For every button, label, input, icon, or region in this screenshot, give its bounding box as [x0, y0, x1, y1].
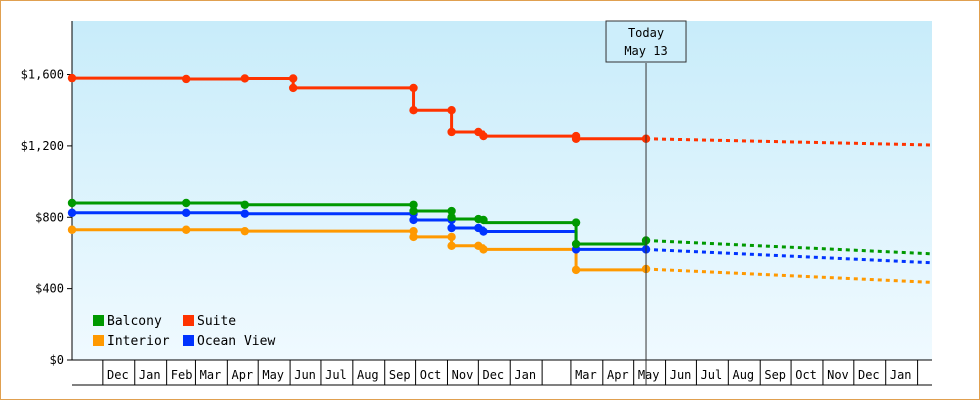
x-tick-label: Nov	[452, 368, 474, 382]
data-point-suite[interactable]	[240, 74, 250, 83]
data-point-ocean-view[interactable]	[67, 208, 77, 218]
data-point-balcony[interactable]	[479, 215, 488, 225]
data-point-interior[interactable]	[181, 225, 191, 234]
x-tick-label: Jan	[514, 368, 536, 382]
legend-label-balcony: Balcony	[107, 314, 162, 329]
data-point-suite[interactable]	[409, 106, 418, 115]
x-tick-label: Jan	[890, 368, 912, 382]
data-point-balcony[interactable]	[447, 213, 456, 222]
y-tick-label: $800	[35, 210, 64, 224]
x-tick-label: Dec	[858, 368, 880, 382]
x-tick-label: Sep	[389, 368, 411, 382]
x-tick-label: Mar	[200, 368, 222, 382]
legend: Balcony Suite Interior Ocean View	[93, 314, 275, 349]
data-point-suite[interactable]	[181, 74, 191, 84]
data-point-balcony[interactable]	[181, 198, 191, 208]
legend-label-suite: Suite	[197, 314, 236, 329]
legend-swatch-suite	[183, 315, 194, 326]
data-point-balcony[interactable]	[447, 206, 456, 216]
today-date: May 13	[624, 44, 667, 58]
x-tick-label: May	[262, 368, 284, 382]
data-point-ocean-view[interactable]	[409, 215, 418, 225]
legend-swatch-balcony	[93, 315, 104, 326]
series-layer	[67, 73, 933, 284]
x-axis: Dec Jan Feb Mar Apr May Jun Jul Aug Sep Oct Nov Dec J…	[72, 359, 932, 386]
series-interior	[67, 225, 933, 284]
data-point-interior[interactable]	[479, 245, 488, 254]
y-tick-label: $0	[50, 353, 64, 367]
today-label: Today	[628, 26, 664, 40]
legend-swatch-ocean-view	[183, 335, 194, 346]
x-tick-label: Aug	[357, 368, 379, 382]
today-marker: Today May 13	[605, 20, 687, 385]
data-point-ocean-view[interactable]	[240, 209, 250, 218]
x-tick-label: Oct	[420, 368, 442, 382]
x-tick-label: Mar	[575, 368, 597, 382]
data-point-suite[interactable]	[67, 73, 77, 83]
data-point-suite[interactable]	[288, 83, 298, 93]
data-point-interior[interactable]	[447, 241, 456, 251]
data-point-interior[interactable]	[571, 265, 581, 275]
series-suite	[67, 73, 933, 147]
x-tick-label: Apr	[607, 368, 629, 382]
data-point-ocean-view[interactable]	[181, 208, 191, 218]
y-tick-label: $1,600	[21, 68, 64, 82]
data-point-suite[interactable]	[479, 131, 488, 141]
series-balcony	[67, 198, 933, 256]
x-tick-label: Nov	[827, 368, 849, 382]
plot-area	[72, 21, 932, 360]
x-tick-label: Jul	[325, 368, 347, 382]
data-point-suite[interactable]	[409, 83, 418, 93]
y-tick-label: $1,200	[21, 139, 64, 153]
data-point-balcony[interactable]	[67, 198, 77, 208]
data-point-suite[interactable]	[288, 74, 298, 83]
x-tick-label: Feb	[171, 368, 193, 382]
y-axis: $0 $400 $800 $1,200 $1,600	[21, 21, 73, 367]
data-point-ocean-view[interactable]	[479, 227, 488, 236]
x-tick-label: Jan	[139, 368, 161, 382]
x-tick-label: Apr	[231, 368, 253, 382]
data-point-balcony[interactable]	[409, 206, 418, 216]
x-tick-label: Sep	[764, 368, 786, 382]
x-tick-label: Jul	[701, 368, 723, 382]
data-point-balcony[interactable]	[571, 218, 581, 227]
data-point-balcony[interactable]	[571, 239, 581, 249]
data-point-suite[interactable]	[447, 127, 456, 137]
legend-label-ocean-view: Ocean View	[197, 334, 275, 349]
data-point-suite[interactable]	[571, 134, 581, 143]
data-point-balcony[interactable]	[240, 200, 250, 209]
x-tick-label: Oct	[795, 368, 817, 382]
y-tick-label: $400	[35, 282, 64, 296]
data-point-interior[interactable]	[67, 225, 77, 234]
data-point-balcony[interactable]	[409, 200, 418, 209]
legend-swatch-interior	[93, 335, 104, 346]
data-point-suite[interactable]	[447, 106, 456, 115]
x-tick-label: Dec	[107, 368, 129, 382]
x-tick-label: May	[638, 368, 660, 382]
data-point-interior[interactable]	[240, 226, 250, 236]
x-tick-label: Jun	[294, 368, 316, 382]
data-point-ocean-view[interactable]	[447, 223, 456, 233]
data-point-interior[interactable]	[447, 232, 456, 242]
today-label-box	[605, 20, 687, 63]
data-point-interior[interactable]	[409, 232, 418, 242]
x-tick-label: Dec	[482, 368, 504, 382]
x-tick-label: Aug	[732, 368, 754, 382]
x-tick-label: Jun	[670, 368, 692, 382]
legend-label-interior: Interior	[107, 334, 170, 349]
